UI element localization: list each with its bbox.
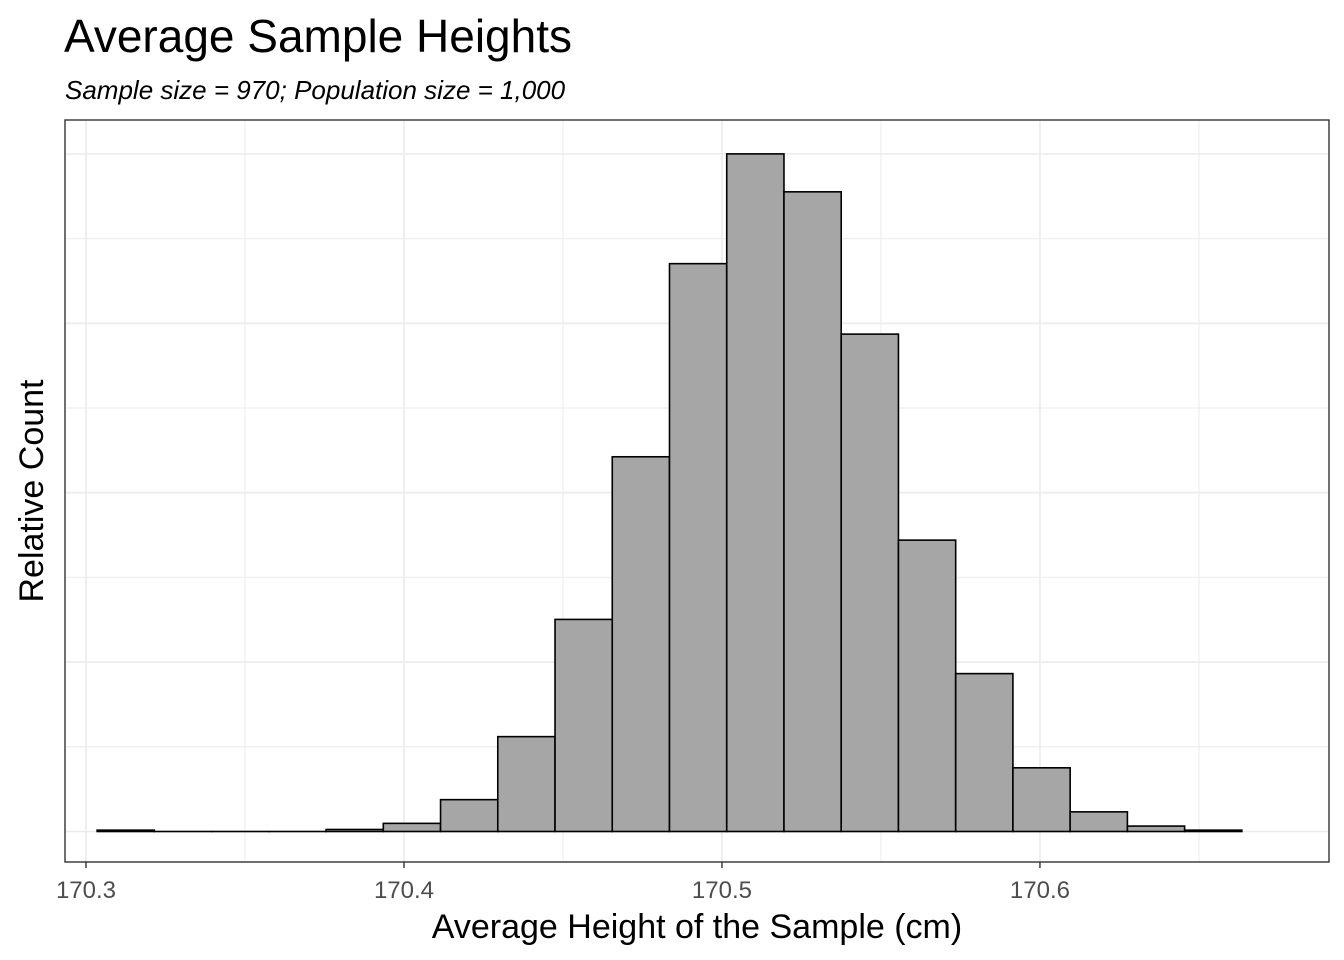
histogram-bar-20 [1183, 829, 1243, 833]
histogram-bar-1 [96, 829, 156, 833]
x-tick-label: 170.3 [56, 877, 116, 904]
histogram-bar-12 [725, 153, 785, 833]
histogram-bar-6 [382, 822, 442, 833]
histogram-bars [96, 153, 1243, 833]
histogram-bar-17 [1012, 767, 1071, 833]
histogram-bar-8 [496, 735, 556, 833]
x-tick-label: 170.5 [692, 877, 752, 904]
panel-border [64, 119, 1330, 863]
histogram-bar-18 [1069, 811, 1129, 833]
histogram-bar-19 [1126, 825, 1186, 833]
histogram-bar-7 [439, 798, 499, 833]
chart-title: Average Sample Heights [64, 10, 572, 62]
histogram-bar-11 [668, 262, 728, 833]
histogram-bar-15 [897, 539, 957, 833]
histogram-bar-10 [611, 455, 671, 833]
histogram-bar-5 [325, 828, 385, 833]
x-axis-title: Average Height of the Sample (cm) [432, 908, 962, 946]
histogram-bar-13 [783, 191, 843, 833]
histogram-bar-14 [840, 333, 900, 833]
y-axis-title: Relative Count [13, 379, 51, 603]
x-tick-label: 170.4 [374, 877, 434, 904]
histogram-bar-9 [554, 618, 614, 833]
histogram-bar-16 [954, 672, 1014, 833]
x-axis: 170.3 170.4 170.5 170.6 [56, 862, 1070, 904]
x-tick-label: 170.6 [1010, 877, 1070, 904]
chart-subtitle: Sample size = 970; Population size = 1,0… [65, 75, 566, 105]
